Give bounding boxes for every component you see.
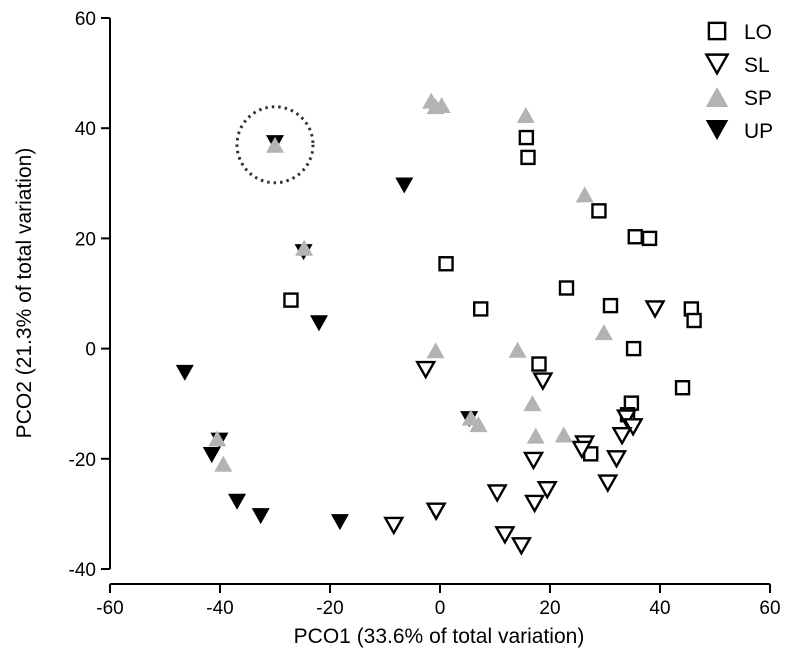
data-point-lo [438,256,454,272]
data-point-sp [508,341,527,358]
y-tick-label: 60 [75,9,96,30]
x-tick-label: -40 [206,598,233,619]
data-point-sp [426,342,445,359]
y-tick-label: -20 [69,450,96,471]
data-point-up [310,315,328,332]
data-point-up [202,446,221,463]
legend-item-sp: SP [705,87,772,110]
data-point-up [395,177,414,194]
x-tick-label: -20 [316,598,343,619]
data-point-sl [383,516,405,536]
legend-marker-up [705,120,729,140]
data-point-sl [622,418,644,437]
data-point-sp [295,239,314,256]
legend-item-lo: LO [707,21,772,44]
data-point-up [251,508,270,525]
data-point-sp [526,427,545,444]
data-point-sp [554,426,573,443]
data-point-sl [532,372,554,392]
data-point-sp [594,324,613,341]
data-point-sl [494,526,516,545]
annotations [235,105,315,185]
y-tick-label: -40 [69,560,96,581]
x-tick-label: -60 [96,598,123,619]
data-point-sl [571,440,593,460]
legend-item-sl: SL [704,53,770,77]
data-point-sp [208,430,227,447]
legend-label-sp: SP [744,87,772,110]
data-point-lo [531,356,547,372]
data-point-sl [644,300,666,319]
data-point-lo [686,312,702,329]
x-tick-label: 40 [649,598,670,619]
legend-marker-sp [705,87,729,107]
data-point-lo [674,380,691,396]
data-point-sl [510,537,532,556]
legend-item-up: UP [705,120,773,143]
data-point-sl [536,480,558,500]
annotation-dotted-circle [235,105,315,185]
series-lo [283,129,702,462]
data-point-sp [523,395,542,412]
x-tick-label: 20 [539,598,560,619]
data-point-sp [461,409,480,426]
data-point-sp [575,186,594,203]
data-point-lo [602,297,619,314]
legend-label-sl: SL [744,54,770,77]
series-sp [208,92,613,472]
y-tick-label: 40 [75,119,96,140]
data-point-up [228,493,247,510]
x-axis-title: PCO1 (33.6% of total variation) [294,625,585,648]
data-point-sl [524,494,546,514]
data-point-sp [426,98,445,115]
data-point-sl [425,502,447,522]
data-point-lo [625,340,642,357]
y-tick-label: 20 [75,229,96,250]
data-point-lo [558,280,575,296]
data-point-lo [473,301,489,317]
data-point-lo [641,230,658,247]
legend-label-up: UP [744,120,773,143]
data-point-sp [214,455,233,472]
data-point-sp [516,106,535,123]
data-point-lo [518,129,535,146]
legend-marker-lo [707,21,727,41]
data-point-lo [591,203,607,219]
data-point-lo [283,292,299,308]
y-axis-title: PCO2 (21.3% of total variation) [13,148,36,439]
data-point-up [330,514,349,531]
data-point-sp [266,136,284,153]
data-point-sp [469,416,488,433]
data-point-sl [615,409,638,428]
data-point-sl [486,484,508,503]
y-tick-label: 0 [85,340,96,361]
data-point-sl [597,474,619,493]
legend-marker-sl [704,53,730,76]
data-point-lo [627,229,643,245]
data-point-sl [415,360,437,380]
data-point-sl [611,426,633,446]
series-sl [383,300,666,556]
data-point-up [175,364,194,381]
data-point-sl [605,450,628,469]
data-point-sl [522,451,545,471]
x-tick-label: 60 [759,598,780,619]
legend: LO SL SP UP [704,21,773,143]
data-points [175,92,702,556]
data-point-lo [520,149,536,166]
legend-label-lo: LO [744,21,772,44]
x-tick-label: 0 [435,598,446,619]
